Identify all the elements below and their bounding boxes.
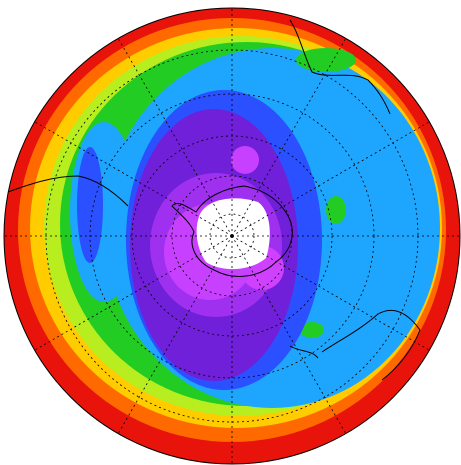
green-patch (296, 48, 356, 72)
green-patch (326, 196, 346, 224)
band-magenta (231, 146, 259, 174)
polar-center (197, 198, 270, 269)
page (0, 0, 461, 465)
ozone-map (0, 0, 461, 465)
